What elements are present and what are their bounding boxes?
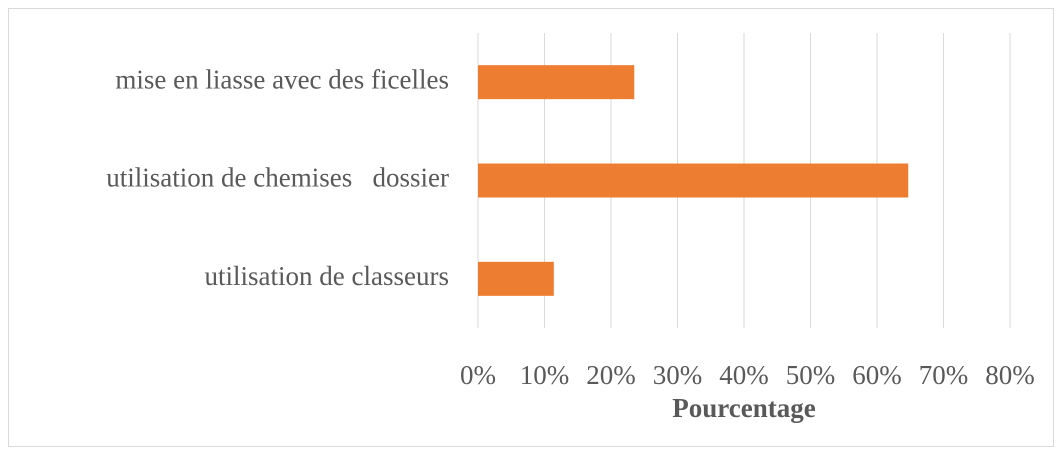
x-tick-label: 30% [653,360,703,390]
bar [478,261,554,296]
x-tick-label: 40% [719,360,769,390]
x-tick-label: 0% [460,360,496,390]
x-tick-label: 60% [852,360,902,390]
x-tick-label: 80% [985,360,1035,390]
x-tick-label: 10% [520,360,570,390]
bar [478,163,909,198]
bar [478,65,635,100]
x-tick-label: 20% [586,360,636,390]
y-tick-label: mise en liasse avec des ficelles [115,64,449,94]
x-axis-title: Pourcentage [672,393,815,423]
y-tick-label: utilisation de chemises dossier [106,163,449,193]
y-tick-label: utilisation de classeurs [205,261,449,291]
x-tick-label: 50% [786,360,836,390]
x-tick-label: 70% [919,360,969,390]
